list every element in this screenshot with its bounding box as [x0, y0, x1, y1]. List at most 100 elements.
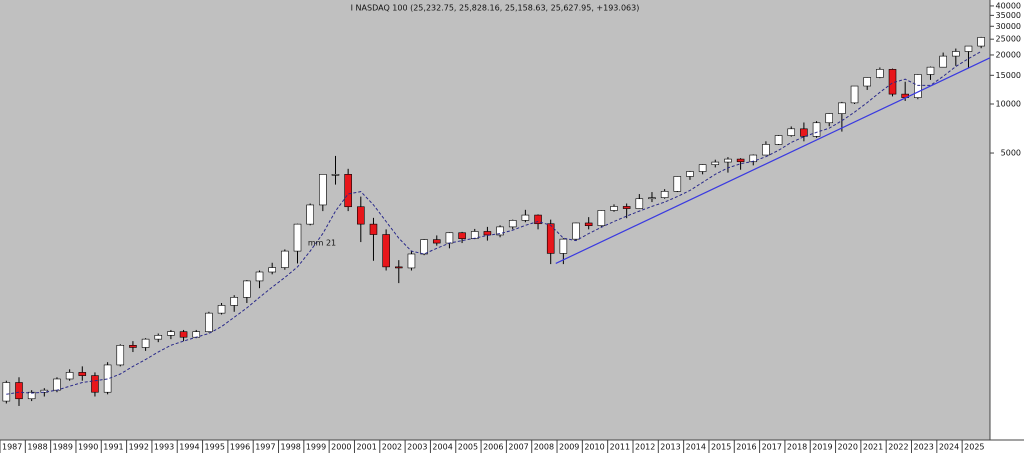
candle-body: [78, 372, 87, 376]
candle-body: [939, 55, 947, 68]
candle-body: [812, 122, 821, 137]
y-axis-panel: [990, 0, 1024, 453]
candle-body: [407, 253, 416, 269]
candle-body: [432, 239, 441, 244]
trend-line: [555, 57, 991, 264]
x-tick-label: 2005: [458, 443, 478, 452]
x-tick-label: 2021: [863, 443, 883, 452]
x-tick-label: 2022: [888, 443, 908, 452]
y-tick-label: 20000: [996, 50, 1021, 59]
candle-body: [838, 102, 846, 114]
x-tick-label: 1988: [27, 443, 47, 452]
candle-body: [863, 77, 871, 87]
x-tick-label: 2017: [762, 443, 782, 452]
x-tick-label: 1992: [129, 443, 149, 452]
x-tick-label: 1998: [281, 443, 301, 452]
candle-body: [243, 280, 251, 298]
candle-body: [344, 174, 352, 208]
x-tick-label: 2010: [584, 443, 604, 452]
x-tick-label: 2009: [559, 443, 579, 452]
candle-body: [686, 171, 694, 177]
candle-body: [534, 214, 542, 225]
x-tick-label: 2015: [711, 443, 731, 452]
candle-body: [2, 382, 11, 402]
candle-body: [395, 266, 403, 269]
moving-average: [6, 51, 982, 395]
x-tick-label: 2023: [914, 443, 934, 452]
candle-body: [546, 223, 555, 254]
candle-body: [205, 312, 213, 332]
x-tick-label: 2012: [635, 443, 655, 452]
candle-body: [179, 331, 188, 338]
candle-body: [53, 378, 61, 391]
candle-body: [977, 37, 985, 47]
candle-body: [952, 51, 960, 57]
y-tick-label: 5000: [1001, 149, 1021, 158]
candle-body: [116, 345, 125, 366]
x-tick-label: 2002: [382, 443, 402, 452]
x-tick-label: 1994: [179, 443, 199, 452]
candle-body: [230, 297, 238, 306]
candle-body: [445, 232, 454, 244]
x-tick-label: 1999: [306, 443, 326, 452]
x-tick-label: 1997: [255, 443, 275, 452]
candle-body: [521, 214, 530, 221]
candle-body: [660, 191, 669, 198]
x-tick-label: 2024: [939, 443, 959, 452]
candle-body: [597, 210, 606, 226]
candle-body: [964, 45, 973, 52]
y-tick-label: 10000: [996, 99, 1021, 108]
x-tick-label: 2016: [736, 443, 756, 452]
candle-body: [217, 305, 226, 314]
candle-body: [65, 372, 74, 380]
y-tick-label: 35000: [996, 11, 1021, 20]
x-tick-label: 2006: [483, 443, 503, 452]
candle-body: [698, 164, 707, 172]
x-tick-label: 2025: [964, 443, 984, 452]
candle-body: [103, 364, 112, 393]
candle-body: [673, 176, 682, 192]
candle-body: [774, 135, 783, 145]
candle-body: [319, 174, 327, 206]
y-tick-label: 40000: [996, 1, 1021, 10]
candle-body: [572, 222, 580, 240]
candle-body: [369, 223, 378, 235]
candle-body: [91, 375, 99, 393]
candle-body: [584, 222, 593, 226]
candle-body: [293, 223, 302, 252]
candle-body: [15, 382, 23, 400]
candle-body: [382, 234, 390, 268]
candle-body: [508, 220, 517, 228]
candle-body: [331, 174, 340, 176]
x-tick-label: 2007: [508, 443, 528, 452]
candle-body: [926, 66, 935, 75]
candle-body: [787, 128, 796, 136]
y-tick-label: 30000: [996, 22, 1021, 31]
candle-body: [610, 206, 618, 211]
candle-body: [711, 161, 720, 165]
candle-body: [850, 85, 859, 104]
candle-body: [255, 271, 264, 282]
plot: mm 21: [2, 36, 991, 406]
x-tick-label: 2014: [686, 443, 706, 452]
x-tick-label: 2018: [787, 443, 807, 452]
candle-body: [306, 204, 314, 225]
candle-body: [762, 144, 770, 156]
x-tick-label: 2019: [812, 443, 832, 452]
candle-body: [141, 338, 150, 348]
x-tick-label: 1990: [78, 443, 98, 452]
x-tick-label: 2013: [660, 443, 680, 452]
candle-body: [724, 158, 732, 163]
candle-body: [622, 206, 631, 209]
candle-body: [483, 231, 492, 236]
candle-body: [458, 232, 466, 239]
candle-body: [648, 197, 656, 200]
x-tick-label: 1996: [230, 443, 250, 452]
candle-body: [167, 331, 175, 336]
candle-body: [192, 331, 201, 338]
candle-body: [496, 226, 504, 236]
candle-body: [635, 198, 644, 209]
candle-body: [129, 345, 137, 348]
